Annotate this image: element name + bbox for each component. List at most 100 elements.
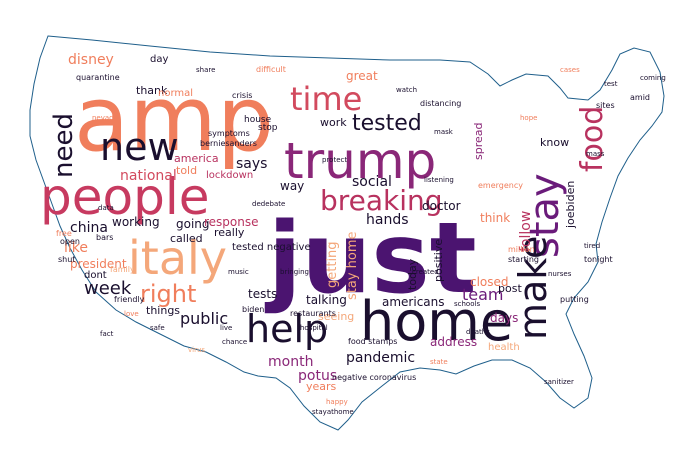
word-cases: cases bbox=[560, 66, 580, 74]
word-new: new bbox=[100, 125, 179, 169]
word-time: time bbox=[290, 80, 362, 118]
word-home: home bbox=[360, 290, 513, 353]
word-trump: trump bbox=[284, 132, 436, 190]
word-test: test bbox=[604, 80, 618, 88]
word-breaking: breaking bbox=[320, 184, 443, 217]
word-follow: follow bbox=[518, 211, 534, 252]
word-seeing: seeing bbox=[318, 310, 354, 323]
word-really: really bbox=[214, 226, 245, 239]
word-schools: schools bbox=[454, 300, 480, 308]
word-working: working bbox=[112, 215, 160, 229]
word-amp: amp bbox=[74, 67, 274, 172]
word-potus: potus bbox=[298, 368, 337, 384]
word-coming: coming bbox=[640, 74, 666, 82]
word-positive: positive bbox=[432, 239, 445, 282]
word-years: years bbox=[306, 380, 337, 393]
word-says: says bbox=[236, 156, 267, 172]
word-sanitizer: sanitizer bbox=[544, 378, 574, 386]
word-going: going bbox=[176, 217, 210, 231]
word-thank: thank bbox=[136, 84, 168, 97]
word-doctor: doctor bbox=[422, 199, 461, 213]
word-like: like bbox=[64, 240, 88, 256]
word-people: people bbox=[40, 168, 209, 226]
word-tonight: tonight bbox=[584, 255, 613, 264]
word-told: told bbox=[176, 164, 197, 177]
word-just: just bbox=[264, 202, 477, 316]
word-joebiden: joebiden bbox=[564, 181, 577, 229]
word-stop: stop bbox=[258, 123, 278, 133]
word-negative-coronavirus: negative coronavirus bbox=[332, 373, 416, 382]
word-friendly: friendly bbox=[114, 295, 145, 304]
word-hands: hands bbox=[366, 212, 409, 228]
word-putting: putting bbox=[560, 295, 589, 304]
word-amid: amid bbox=[630, 93, 650, 102]
word-pandemic: pandemic bbox=[346, 350, 415, 366]
word-social: social bbox=[352, 174, 392, 190]
word-disney: disney bbox=[68, 52, 114, 68]
word-response: response bbox=[204, 215, 259, 229]
word-tested: tested bbox=[352, 111, 422, 136]
word-week: week bbox=[84, 278, 132, 299]
word-work: work bbox=[320, 116, 347, 129]
word-symptoms: symptoms bbox=[208, 129, 250, 138]
word-state: state bbox=[430, 358, 448, 366]
word-americans: americans bbox=[382, 295, 445, 309]
word-hospital: hospital bbox=[300, 324, 328, 332]
word-crisis: crisis bbox=[232, 91, 252, 100]
word-sites: sites bbox=[596, 101, 615, 110]
word-biden: biden bbox=[242, 305, 264, 314]
word-food-stamps: food stamps bbox=[348, 337, 397, 346]
word-listening: listening bbox=[424, 176, 454, 184]
word-million: million bbox=[508, 245, 535, 254]
word-fact: fact bbox=[100, 330, 114, 338]
word-chance: chance bbox=[222, 338, 247, 346]
word-house: house bbox=[244, 115, 272, 125]
word-post: post bbox=[498, 282, 522, 295]
word-stay-home: stay home bbox=[345, 231, 360, 300]
word-need: need bbox=[49, 113, 79, 178]
word-team: team bbox=[462, 285, 504, 304]
word-tests: tests bbox=[248, 287, 277, 301]
word-virus: virus bbox=[188, 346, 205, 354]
word-china: china bbox=[70, 220, 108, 236]
usa-map-outline bbox=[29, 35, 665, 431]
word-right: right bbox=[140, 280, 196, 308]
word-quarantine: quarantine bbox=[76, 73, 120, 82]
word-group: just amp people home trump italy new hel… bbox=[40, 52, 666, 416]
word-closed: closed bbox=[470, 275, 509, 289]
word-public: public bbox=[180, 309, 228, 328]
word-share: share bbox=[196, 66, 215, 74]
word-national: national bbox=[120, 168, 177, 184]
word-called: called bbox=[170, 232, 203, 245]
word-days: days bbox=[490, 311, 518, 325]
word-think: think bbox=[480, 211, 510, 225]
word-normal: normal bbox=[158, 88, 193, 99]
word-live: live bbox=[220, 324, 232, 332]
word-address: address bbox=[430, 335, 477, 349]
word-protect: protect bbox=[322, 156, 347, 164]
word-watch: watch bbox=[396, 86, 417, 94]
word-data: data bbox=[98, 204, 114, 212]
word-emergency: emergency bbox=[478, 181, 523, 190]
word-help: help bbox=[246, 307, 328, 351]
word-month: month bbox=[268, 354, 313, 370]
word-safe: safe bbox=[150, 324, 165, 332]
word-dont: dont bbox=[84, 270, 107, 281]
word-mass: mass bbox=[586, 150, 605, 158]
word-things: things bbox=[146, 304, 180, 317]
word-health: health bbox=[488, 342, 520, 353]
word-bars: bars bbox=[96, 233, 113, 242]
word-make: make bbox=[511, 236, 555, 340]
word-difficult: difficult bbox=[256, 65, 286, 74]
word-food: food bbox=[575, 106, 610, 172]
word-day: day bbox=[150, 54, 168, 65]
word-bringing: bringing bbox=[280, 268, 309, 276]
word-tested-negative: tested negative bbox=[232, 242, 311, 253]
word-stay: stay bbox=[522, 173, 568, 258]
word-nevada: nevada bbox=[92, 114, 118, 122]
word-music: music bbox=[228, 268, 249, 276]
word-berniesanders: berniesanders bbox=[200, 139, 257, 148]
word-open: open bbox=[60, 237, 80, 246]
word-lockdown: lockdown bbox=[206, 170, 253, 181]
